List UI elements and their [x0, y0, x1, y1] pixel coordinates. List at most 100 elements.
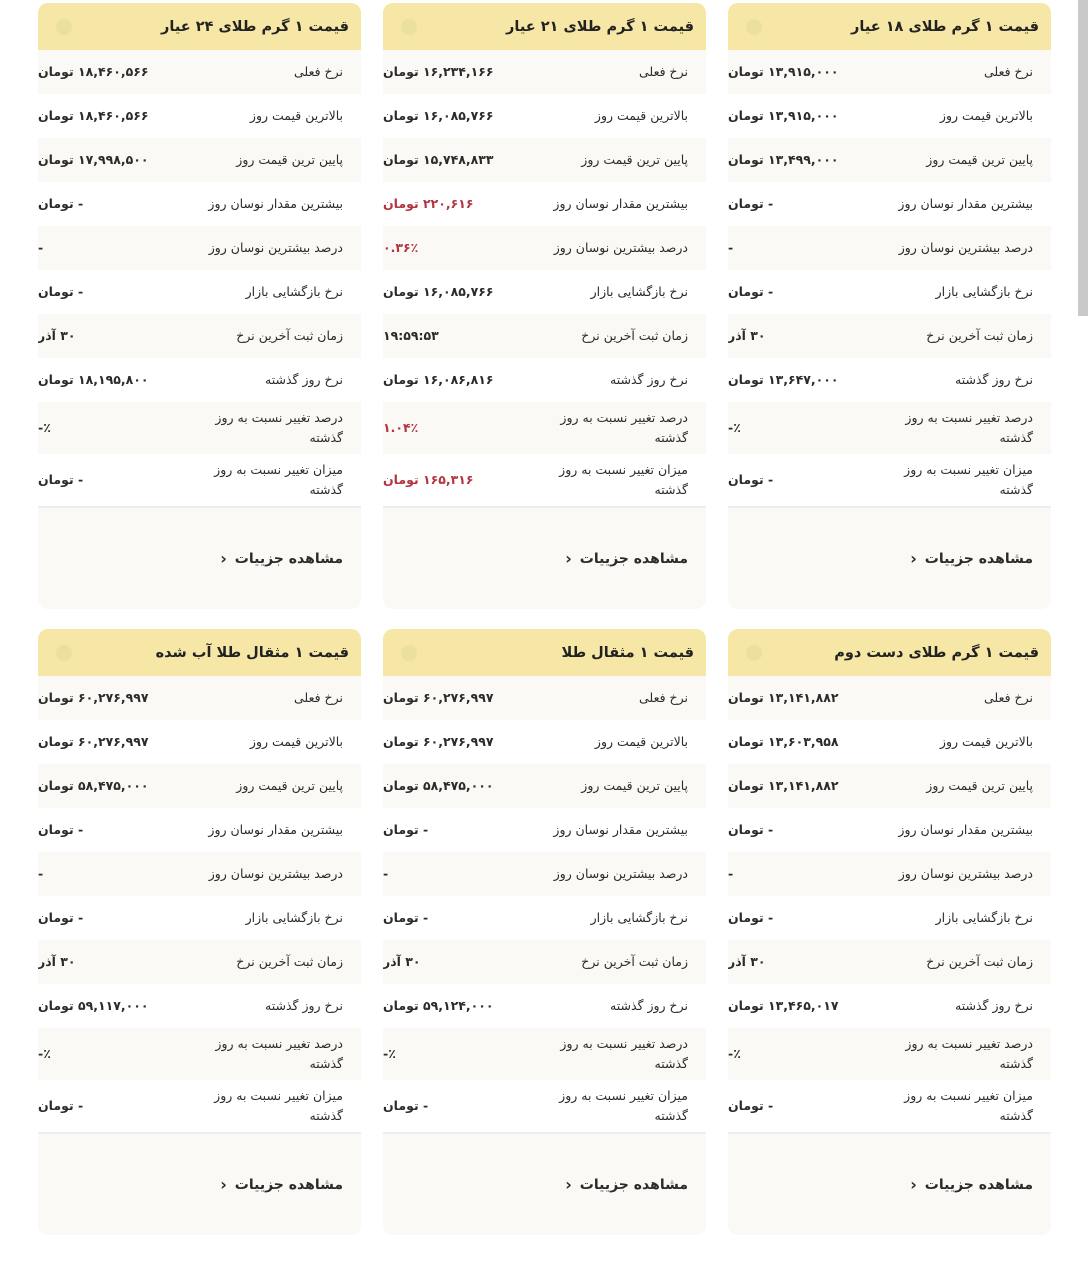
row-value: - تومان	[728, 284, 774, 299]
card-title: قیمت ۱ مثقال طلا	[561, 644, 694, 661]
row-label: میزان تغییر نسبت به روز گذشته	[904, 462, 1033, 497]
row-value: ۱۳,۴۹۹,۰۰۰ تومان	[728, 152, 839, 167]
table-row: نرخ روز گذشته ۵۹,۱۱۷,۰۰۰ تومان	[38, 984, 361, 1028]
row-value: - تومان	[728, 910, 774, 925]
table-row: پایین ترین قیمت روز ۵۸,۴۷۵,۰۰۰ تومان	[383, 764, 706, 808]
row-label: درصد بیشترین نوسان روز	[898, 240, 1033, 255]
card-rows: نرخ فعلی ۱۳,۱۴۱,۸۸۲ تومان بالاترین قیمت رو…	[728, 676, 1051, 1132]
price-card: قیمت ۱ گرم طلای ۱۸ عیار نرخ فعلی ۱۳,۹۱۵,۰۰…	[728, 3, 1051, 609]
chevron-left-icon: ‹	[565, 549, 572, 568]
view-details-button[interactable]: مشاهده جزییات ‹	[383, 506, 706, 609]
row-value: ٪-	[38, 1046, 51, 1061]
chevron-left-icon: ‹	[565, 1175, 572, 1194]
row-value: - تومان	[728, 1098, 774, 1113]
table-row: بالاترین قیمت روز ۱۸,۴۶۰,۵۶۶ تومان	[38, 94, 361, 138]
view-details-label: مشاهده جزییات	[579, 550, 688, 567]
card-rows: نرخ فعلی ۶۰,۲۷۶,۹۹۷ تومان بالاترین قیمت رو…	[383, 676, 706, 1132]
row-value: ۳۰ آذر	[728, 954, 766, 969]
card-header: قیمت ۱ گرم طلای دست دوم	[728, 629, 1051, 676]
row-value: ۳۰ آذر	[38, 954, 76, 969]
card-title: قیمت ۱ گرم طلای ۲۱ عیار	[506, 18, 694, 35]
card-rows: نرخ فعلی ۱۳,۹۱۵,۰۰۰ تومان بالاترین قیمت رو…	[728, 50, 1051, 506]
row-value: ۱.۰۴٪	[383, 420, 419, 435]
price-card: قیمت ۱ گرم طلای دست دوم نرخ فعلی ۱۳,۱۴۱,۸۸…	[728, 629, 1051, 1235]
scrollbar[interactable]	[1078, 0, 1088, 316]
table-row: بالاترین قیمت روز ۶۰,۲۷۶,۹۹۷ تومان	[38, 720, 361, 764]
table-row: زمان ثبت آخرین نرخ ۳۰ آذر	[383, 940, 706, 984]
card-header: قیمت ۱ گرم طلای ۲۴ عیار	[38, 3, 361, 50]
row-value: - تومان	[38, 196, 84, 211]
row-label: درصد بیشترین نوسان روز	[208, 240, 343, 255]
row-value: ۱۶,۰۸۵,۷۶۶ تومان	[383, 108, 494, 123]
row-value: ۱۳,۹۱۵,۰۰۰ تومان	[728, 108, 839, 123]
row-label: نرخ بازگشایی بازار	[590, 910, 688, 925]
row-label: پایین ترین قیمت روز	[581, 152, 688, 167]
row-value: - تومان	[383, 1098, 429, 1113]
row-value: ۱۷,۹۹۸,۵۰۰ تومان	[38, 152, 149, 167]
row-label: بالاترین قیمت روز	[939, 108, 1033, 123]
table-row: پایین ترین قیمت روز ۱۳,۴۹۹,۰۰۰ تومان	[728, 138, 1051, 182]
row-label: زمان ثبت آخرین نرخ	[236, 328, 343, 343]
row-label: پایین ترین قیمت روز	[926, 778, 1033, 793]
view-details-button[interactable]: مشاهده جزییات ‹	[383, 1132, 706, 1235]
row-label: نرخ روز گذشته	[955, 998, 1033, 1013]
status-dot-icon	[56, 18, 72, 35]
price-card: قیمت ۱ مثقال طلا آب شده نرخ فعلی ۶۰,۲۷۶,۹۹…	[38, 629, 361, 1235]
row-value: - تومان	[728, 472, 774, 487]
table-row: بالاترین قیمت روز ۱۶,۰۸۵,۷۶۶ تومان	[383, 94, 706, 138]
table-row: میزان تغییر نسبت به روز گذشته - تومان	[38, 1080, 361, 1132]
table-row: درصد بیشترین نوسان روز ۰.۳۶٪	[383, 226, 706, 270]
table-row: میزان تغییر نسبت به روز گذشته - تومان	[728, 454, 1051, 506]
view-details-label: مشاهده جزییات	[924, 1176, 1033, 1193]
row-value: ٪-	[383, 1046, 396, 1061]
row-value: ٪-	[728, 420, 741, 435]
row-label: نرخ فعلی	[984, 64, 1033, 79]
row-label: بالاترین قیمت روز	[594, 108, 688, 123]
table-row: بیشترین مقدار نوسان روز - تومان	[38, 808, 361, 852]
row-value: - تومان	[38, 1098, 84, 1113]
row-value: ۲۲۰,۶۱۶ تومان	[383, 196, 474, 211]
row-label: نرخ فعلی	[639, 690, 688, 705]
row-label: نرخ فعلی	[294, 690, 343, 705]
chevron-left-icon: ‹	[220, 1175, 227, 1194]
row-value: ۵۸,۴۷۵,۰۰۰ تومان	[383, 778, 494, 793]
card-header: قیمت ۱ مثقال طلا آب شده	[38, 629, 361, 676]
row-value: ۱۳,۴۶۵,۰۱۷ تومان	[728, 998, 839, 1013]
view-details-button[interactable]: مشاهده جزییات ‹	[38, 506, 361, 609]
table-row: میزان تغییر نسبت به روز گذشته - تومان	[728, 1080, 1051, 1132]
row-value: -	[728, 866, 734, 881]
row-value: ۶۰,۲۷۶,۹۹۷ تومان	[38, 734, 149, 749]
view-details-button[interactable]: مشاهده جزییات ‹	[728, 1132, 1051, 1235]
view-details-button[interactable]: مشاهده جزییات ‹	[38, 1132, 361, 1235]
row-value: ۱۸,۱۹۵,۸۰۰ تومان	[38, 372, 149, 387]
table-row: درصد تغییر نسبت به روز گذشته ٪-	[383, 1028, 706, 1080]
table-row: میزان تغییر نسبت به روز گذشته - تومان	[38, 454, 361, 506]
row-label: نرخ بازگشایی بازار	[935, 284, 1033, 299]
row-label: بیشترین مقدار نوسان روز	[208, 822, 343, 837]
row-label: پایین ترین قیمت روز	[581, 778, 688, 793]
row-label: درصد بیشترین نوسان روز	[553, 240, 688, 255]
row-value: ۱۳,۱۴۱,۸۸۲ تومان	[728, 778, 839, 793]
card-header: قیمت ۱ مثقال طلا	[383, 629, 706, 676]
row-value: ۵۸,۴۷۵,۰۰۰ تومان	[38, 778, 149, 793]
table-row: درصد بیشترین نوسان روز -	[38, 226, 361, 270]
row-label: درصد تغییر نسبت به روز گذشته	[215, 1036, 343, 1071]
table-row: نرخ بازگشایی بازار - تومان	[38, 896, 361, 940]
table-row: نرخ بازگشایی بازار ۱۶,۰۸۵,۷۶۶ تومان	[383, 270, 706, 314]
gold-price-cards: قیمت ۱ گرم طلای ۱۸ عیار نرخ فعلی ۱۳,۹۱۵,۰۰…	[37, 3, 1051, 1235]
row-label: درصد بیشترین نوسان روز	[898, 866, 1033, 881]
price-card: قیمت ۱ گرم طلای ۲۱ عیار نرخ فعلی ۱۶,۲۳۴,۱۶…	[383, 3, 706, 609]
table-row: بالاترین قیمت روز ۱۳,۹۱۵,۰۰۰ تومان	[728, 94, 1051, 138]
table-row: درصد بیشترین نوسان روز -	[728, 852, 1051, 896]
row-label: درصد تغییر نسبت به روز گذشته	[905, 1036, 1033, 1071]
chevron-left-icon: ‹	[220, 549, 227, 568]
card-title: قیمت ۱ گرم طلای دست دوم	[834, 644, 1039, 661]
view-details-label: مشاهده جزییات	[579, 1176, 688, 1193]
table-row: نرخ روز گذشته ۱۳,۶۴۷,۰۰۰ تومان	[728, 358, 1051, 402]
row-value: ۱۹:۵۹:۵۳	[383, 328, 439, 343]
view-details-button[interactable]: مشاهده جزییات ‹	[728, 506, 1051, 609]
row-label: بالاترین قیمت روز	[594, 734, 688, 749]
table-row: پایین ترین قیمت روز ۵۸,۴۷۵,۰۰۰ تومان	[38, 764, 361, 808]
table-row: میزان تغییر نسبت به روز گذشته ۱۶۵,۳۱۶ توم…	[383, 454, 706, 506]
table-row: میزان تغییر نسبت به روز گذشته - تومان	[383, 1080, 706, 1132]
